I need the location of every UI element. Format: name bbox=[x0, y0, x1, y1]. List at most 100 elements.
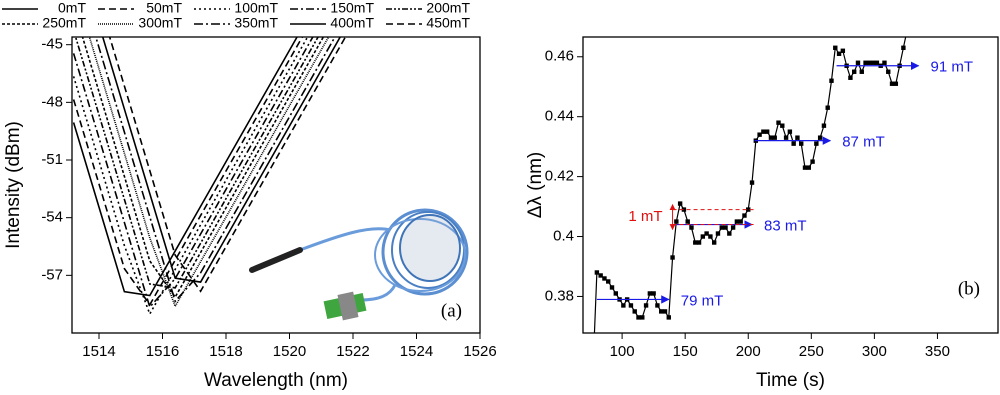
data-point bbox=[840, 48, 846, 53]
data-point bbox=[821, 123, 827, 128]
data-point bbox=[787, 129, 793, 134]
data-point bbox=[689, 225, 694, 230]
y-tick-label: 0.4 bbox=[553, 227, 574, 244]
data-point bbox=[909, 10, 913, 14]
y-axis-label: Δλ (nm) bbox=[525, 152, 546, 219]
plot-area bbox=[593, 10, 913, 333]
series-line bbox=[101, 37, 342, 283]
data-point bbox=[677, 201, 683, 206]
data-point bbox=[852, 69, 857, 74]
data-point bbox=[825, 105, 830, 110]
series-line bbox=[593, 37, 907, 333]
series-line bbox=[72, 37, 304, 307]
legend-label: 350mT bbox=[234, 15, 278, 31]
data-point bbox=[791, 141, 796, 146]
x-tick-label: 250 bbox=[799, 343, 824, 360]
data-point bbox=[727, 231, 732, 236]
data-point bbox=[643, 303, 649, 308]
data-point bbox=[886, 69, 891, 74]
data-point bbox=[651, 291, 656, 296]
x-axis-label: Wavelength (nm) bbox=[204, 370, 348, 391]
data-point bbox=[609, 285, 615, 290]
legend-label: 300mT bbox=[138, 15, 182, 31]
data-point bbox=[848, 75, 853, 80]
data-point bbox=[780, 123, 785, 128]
data-point bbox=[693, 240, 698, 245]
level-label: 83 mT bbox=[764, 218, 807, 235]
plot-frame bbox=[582, 36, 999, 334]
y-tick-label: -51 bbox=[41, 151, 63, 168]
series-line bbox=[81, 37, 325, 299]
data-point bbox=[662, 309, 668, 314]
series-line bbox=[88, 37, 330, 309]
legend-label: 150mT bbox=[330, 0, 374, 16]
data-point bbox=[700, 234, 706, 239]
data-point bbox=[776, 120, 781, 125]
data-point bbox=[723, 225, 728, 230]
data-point bbox=[730, 225, 736, 230]
x-tick-label: 1522 bbox=[336, 343, 369, 360]
data-point bbox=[715, 231, 721, 236]
data-point bbox=[738, 219, 743, 224]
series-line bbox=[94, 37, 336, 303]
data-point bbox=[905, 28, 909, 32]
data-point bbox=[749, 180, 755, 185]
legend-label: 0mT bbox=[58, 0, 86, 16]
x-tick-label: 300 bbox=[862, 343, 887, 360]
data-point bbox=[901, 45, 906, 50]
data-point bbox=[882, 60, 887, 65]
level-label: 79 mT bbox=[681, 292, 724, 309]
y-tick-label: -57 bbox=[41, 266, 63, 283]
data-point bbox=[632, 309, 637, 314]
series-line bbox=[72, 37, 309, 316]
data-point bbox=[719, 225, 724, 230]
data-point bbox=[795, 135, 800, 140]
data-point bbox=[613, 291, 618, 296]
bracket-label: 1 mT bbox=[628, 208, 662, 225]
data-point bbox=[783, 135, 789, 140]
data-point bbox=[806, 165, 811, 170]
y-tick-label: -48 bbox=[41, 93, 63, 110]
x-tick-label: 1518 bbox=[209, 343, 242, 360]
series-line bbox=[108, 37, 347, 293]
x-tick-label: 1526 bbox=[463, 343, 496, 360]
data-point bbox=[598, 273, 603, 278]
data-point bbox=[674, 219, 679, 224]
data-point bbox=[764, 129, 770, 134]
data-point bbox=[602, 276, 607, 281]
data-point bbox=[870, 60, 876, 65]
legend-label: 450mT bbox=[426, 15, 470, 31]
data-point bbox=[802, 165, 808, 170]
data-point bbox=[814, 141, 819, 146]
data-point bbox=[636, 315, 641, 320]
data-point bbox=[742, 213, 747, 218]
level-label: 91 mT bbox=[931, 59, 974, 76]
legend-label: 50mT bbox=[146, 0, 182, 16]
data-point bbox=[889, 81, 895, 86]
series-line bbox=[74, 37, 319, 289]
data-point bbox=[761, 129, 766, 134]
y-tick-label: 0.46 bbox=[545, 48, 574, 65]
x-tick-label: 100 bbox=[610, 343, 635, 360]
series-line bbox=[72, 37, 314, 309]
x-tick-label: 1520 bbox=[273, 343, 306, 360]
data-point bbox=[893, 81, 899, 86]
data-point bbox=[685, 219, 690, 224]
data-point bbox=[833, 45, 838, 50]
plot-frame bbox=[71, 36, 481, 334]
data-point bbox=[704, 231, 709, 236]
x-tick-label: 350 bbox=[925, 343, 950, 360]
legend-label: 100mT bbox=[234, 0, 278, 16]
data-point bbox=[863, 60, 868, 65]
data-point bbox=[594, 270, 600, 275]
data-point bbox=[647, 291, 653, 296]
data-point bbox=[810, 159, 815, 164]
y-tick-label: 0.42 bbox=[545, 168, 574, 185]
data-point bbox=[606, 279, 611, 284]
data-point bbox=[640, 315, 645, 320]
y-tick-label: 0.38 bbox=[545, 287, 574, 304]
data-point bbox=[655, 303, 660, 308]
x-tick-label: 1516 bbox=[146, 343, 179, 360]
data-point bbox=[734, 219, 740, 224]
x-axis-label: Time (s) bbox=[756, 370, 825, 391]
